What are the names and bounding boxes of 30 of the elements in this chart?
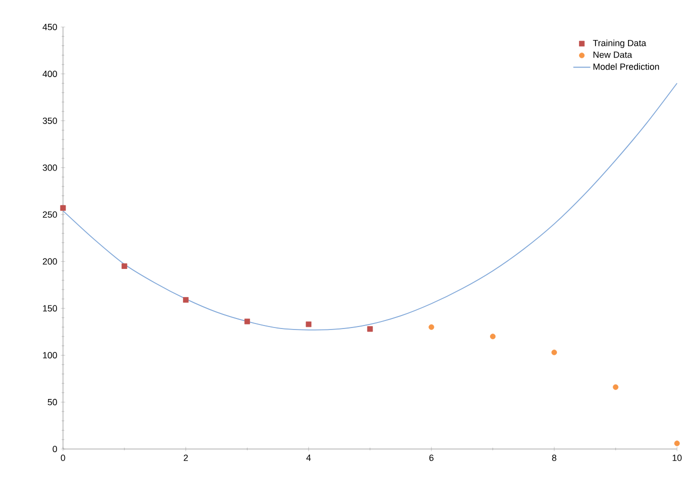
y-tick-label: 50: [48, 398, 58, 406]
point: [674, 440, 680, 446]
x-tick-label: 2: [184, 454, 188, 461]
y-tick-label: 300: [42, 164, 58, 171]
x-tick-label: 10: [672, 454, 682, 461]
y-tick-label: 450: [42, 24, 58, 30]
legend-label: New Data: [593, 52, 632, 58]
y-tick-label: 400: [42, 70, 58, 78]
point: [428, 324, 434, 330]
point: [551, 350, 557, 356]
point: [60, 205, 66, 211]
y-tick-label: 350: [42, 118, 58, 124]
x-tick-label: 6: [429, 454, 434, 461]
point: [122, 263, 128, 269]
point: [612, 384, 618, 390]
legend-label: Training Data: [592, 40, 646, 48]
point: [490, 334, 496, 340]
y-tick-label: 150: [43, 305, 58, 312]
point: [244, 318, 250, 324]
y-tick-label: 250: [42, 211, 58, 218]
y-tick-label: 100: [43, 352, 58, 358]
x-tick-label: 0: [60, 454, 66, 461]
point: [183, 297, 189, 303]
x-tick-label: 8: [552, 454, 556, 461]
legend-label: Model Prediction: [593, 63, 659, 70]
y-tick-label: 200: [42, 258, 58, 265]
point: [367, 326, 373, 332]
point: [306, 321, 312, 328]
y-tick-label: 0: [52, 446, 58, 452]
x-tick-label: 4: [306, 454, 311, 461]
